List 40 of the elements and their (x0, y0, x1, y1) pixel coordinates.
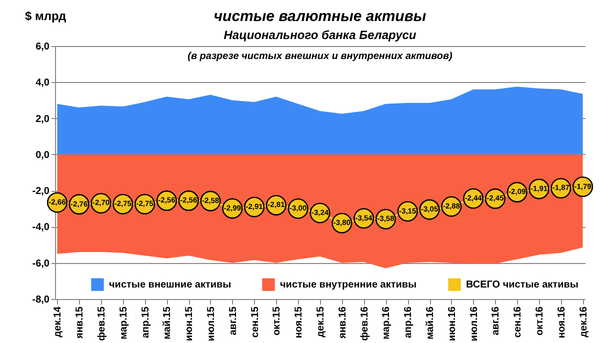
x-tick-label: ноя.16 (556, 306, 568, 338)
x-tick-label: июн.15 (184, 306, 196, 342)
x-tick-label: авг.15 (228, 306, 239, 336)
legend-label: ВСЕГО чистые активы (466, 280, 578, 291)
x-tick-label: мар.16 (381, 306, 392, 340)
legend-label: чистые внутренние активы (280, 280, 417, 291)
x-tick-label: мар.15 (118, 306, 130, 340)
legend-label: чистые внешние активы (109, 280, 232, 291)
y-tick-label: 4,0 (36, 78, 50, 89)
y-axis-title: $ млрд (25, 9, 67, 23)
x-tick-label: дек.15 (316, 306, 326, 338)
x-tick-label: апр.15 (140, 306, 152, 338)
y-tick-label: 6,0 (36, 42, 50, 52)
x-tick-label: сен.15 (250, 306, 261, 338)
x-tick-label: сен.16 (512, 306, 524, 338)
chart-subtitle: Национального банка Беларуси (224, 28, 417, 42)
annotation: (в разрезе чистых внешних и внутренних активов) (188, 51, 454, 62)
x-tick-label: фев.15 (96, 306, 108, 341)
y-tick-label: -2,0 (32, 186, 50, 198)
x-tick-label: июл.16 (468, 306, 480, 342)
x-tick-label: фев.16 (359, 306, 370, 341)
x-tick-label: июн.16 (446, 306, 458, 342)
x-tick-label: июл.15 (206, 306, 217, 342)
x-tick-label: янв.16 (337, 306, 348, 338)
x-tick-label: дек.14 (52, 306, 64, 338)
x-tick-label: окт.16 (534, 306, 546, 336)
y-tick-label: -4,0 (32, 222, 50, 234)
chart-title: чистые валютные активы (214, 8, 426, 25)
x-tick-label: авг.16 (490, 306, 502, 336)
x-tick-label: май.16 (425, 306, 436, 340)
x-tick-label: окт.15 (272, 306, 283, 336)
x-tick-label: ноя.15 (294, 306, 305, 338)
x-tick-label: май.15 (162, 306, 174, 340)
x-tick-label: янв.15 (74, 306, 86, 338)
y-tick-label: 0,0 (36, 150, 50, 161)
y-tick-label: -6,0 (32, 258, 50, 270)
x-tick-label: дек.16 (578, 306, 590, 338)
y-tick-label: -8,0 (32, 294, 50, 306)
x-tick-label: апр.16 (403, 306, 414, 338)
y-tick-label: 2,0 (36, 114, 50, 125)
